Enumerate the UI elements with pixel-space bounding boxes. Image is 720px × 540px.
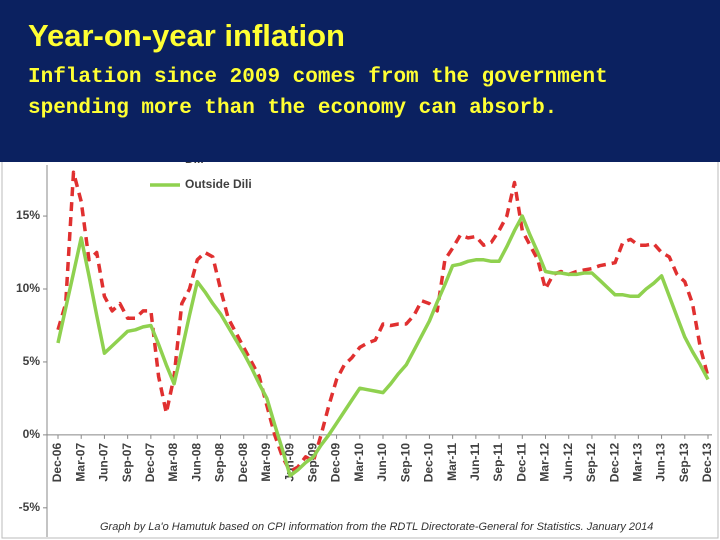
x-tick-label: Sep-13 [677, 443, 691, 483]
x-tick-label: Dec-07 [143, 443, 157, 483]
x-tick-label: Sep-08 [213, 443, 227, 483]
y-tick-label: 5% [23, 354, 41, 368]
y-tick-label: 0% [23, 427, 41, 441]
y-tick-label: 15% [16, 208, 40, 222]
x-tick-label: Mar-13 [631, 443, 645, 482]
x-tick-label: Dec-09 [329, 443, 343, 483]
x-tick-label: Sep-07 [120, 443, 134, 483]
x-tick-label: Jun-08 [189, 443, 203, 482]
data-line [56, 170, 710, 474]
x-tick-label: Dec-12 [607, 443, 621, 483]
x-tick-label: Mar-10 [352, 443, 366, 482]
legend-label: Outside Dili [185, 177, 252, 191]
x-tick-label: Sep-12 [584, 443, 598, 483]
x-tick-label: Jun-11 [468, 443, 482, 481]
x-tick-label: Mar-09 [259, 443, 273, 482]
x-tick-label: Sep-10 [398, 443, 412, 483]
x-tick-label: Mar-07 [73, 443, 87, 482]
x-tick-label: Mar-08 [166, 443, 180, 482]
header: Year-on-year inflation Inflation since 2… [0, 0, 720, 162]
x-tick-label: Dec-13 [700, 443, 714, 483]
x-tick-label: Dec-10 [422, 443, 436, 483]
source-note: Graph by La'o Hamutuk based on CPI infor… [100, 521, 653, 533]
data-line [56, 214, 710, 478]
x-tick-label: Jun-10 [375, 443, 389, 482]
slide-title: Year-on-year inflation [28, 18, 345, 53]
x-tick-label: Sep-11 [491, 443, 505, 482]
x-tick-label: Jun-07 [97, 443, 111, 482]
slide-subtitle: Inflation since 2009 comes from the gove… [28, 66, 608, 120]
x-tick-label: Dec-06 [50, 443, 64, 483]
x-tick-label: Dec-08 [236, 443, 250, 483]
x-tick-label: Dec-11 [514, 443, 528, 482]
y-tick-label: -5% [19, 500, 41, 514]
x-tick-label: Jun-13 [654, 443, 668, 482]
x-tick-label: Mar-11 [445, 443, 459, 481]
x-tick-label: Jun-12 [561, 443, 575, 482]
x-tick-label: Mar-12 [538, 443, 552, 482]
y-tick-label: 10% [16, 281, 40, 295]
